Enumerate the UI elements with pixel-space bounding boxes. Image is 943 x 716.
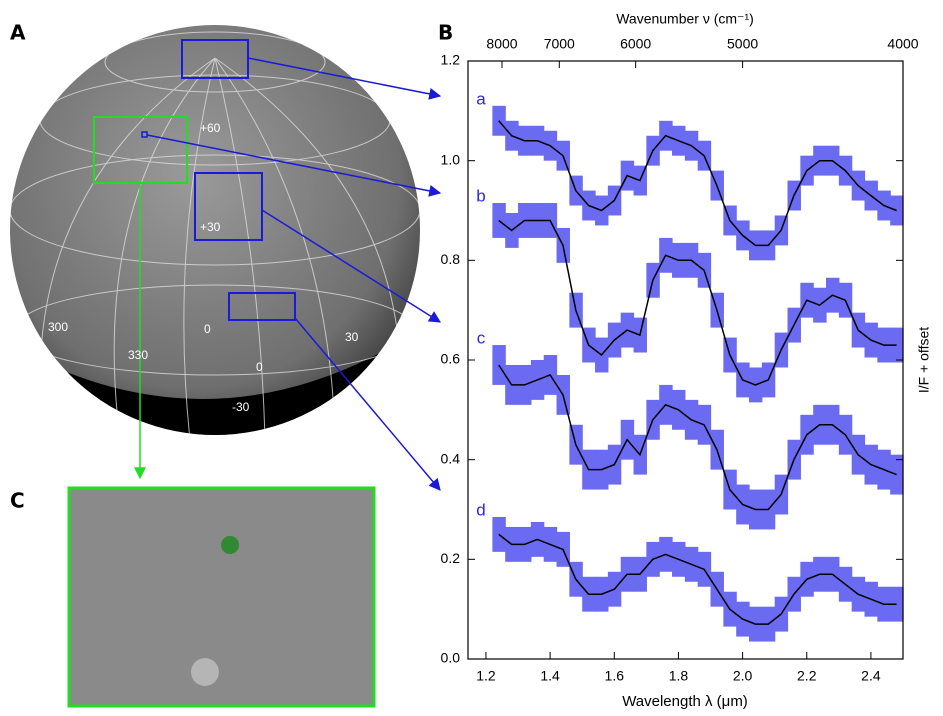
top-tick-label: 7000 [544,36,575,52]
y-tick-label: 0.2 [441,550,461,566]
y-tick-label: 1.0 [441,151,461,167]
top-tick-label: 4000 [887,36,918,52]
map-labels: +60 +30 0 300 330 0 30 -30 [48,121,359,414]
region-box [141,131,148,138]
error-band [890,327,904,363]
region-box [194,172,263,241]
x-tick-label: 1.2 [476,668,496,684]
map-label: 0 [256,360,263,374]
map-label: -30 [232,400,250,414]
spectrum-line [498,364,897,511]
y-tick-label: 0.4 [441,450,461,466]
crater [191,658,219,686]
x-tick-label: 2.4 [861,668,881,684]
y-tick-label: 0.8 [441,251,461,267]
x-tick-label: 1.4 [540,668,560,684]
y-tick-label: 1.2 [441,52,461,68]
map-label: 300 [48,320,68,334]
panel-label: C [10,489,25,513]
top-tick-label: 5000 [727,36,758,52]
series-label: c [477,329,486,348]
map-label: 330 [128,348,148,362]
series-label: b [476,187,485,206]
map-label: +30 [200,220,221,234]
plot [492,105,904,642]
x-tick-label: 2.2 [797,668,817,684]
arrows [146,57,442,491]
x-tick-label: 1.8 [669,668,689,684]
panel-label: B [438,21,453,45]
error-band [890,195,904,226]
map-label: +60 [200,121,221,135]
panel-label: A [10,21,26,45]
y-axis-label: I/F + offset [916,327,932,393]
region-box [181,39,249,79]
map-label: 30 [345,330,359,344]
crater [221,536,239,554]
y-tick-label: 0.0 [441,650,461,666]
x-tick-label: 2.0 [733,668,753,684]
x-axis-label: Wavelength λ (μm) [622,693,748,710]
map-label: 0 [204,322,211,336]
spectrum-line [498,533,897,625]
region-box [228,292,296,321]
error-band [890,454,904,495]
top-tick-label: 6000 [620,36,651,52]
series-label: a [476,89,486,108]
y-tick-label: 0.6 [441,351,461,367]
top-axis-label: Wavenumber ν (cm⁻¹) [616,11,754,27]
series-label: d [476,500,485,519]
spectrum-line [498,120,897,247]
top-tick-label: 8000 [486,36,517,52]
x-tick-label: 1.6 [605,668,625,684]
error-band [890,586,904,622]
closeup-image [67,486,376,708]
spectrum-line [498,219,897,386]
